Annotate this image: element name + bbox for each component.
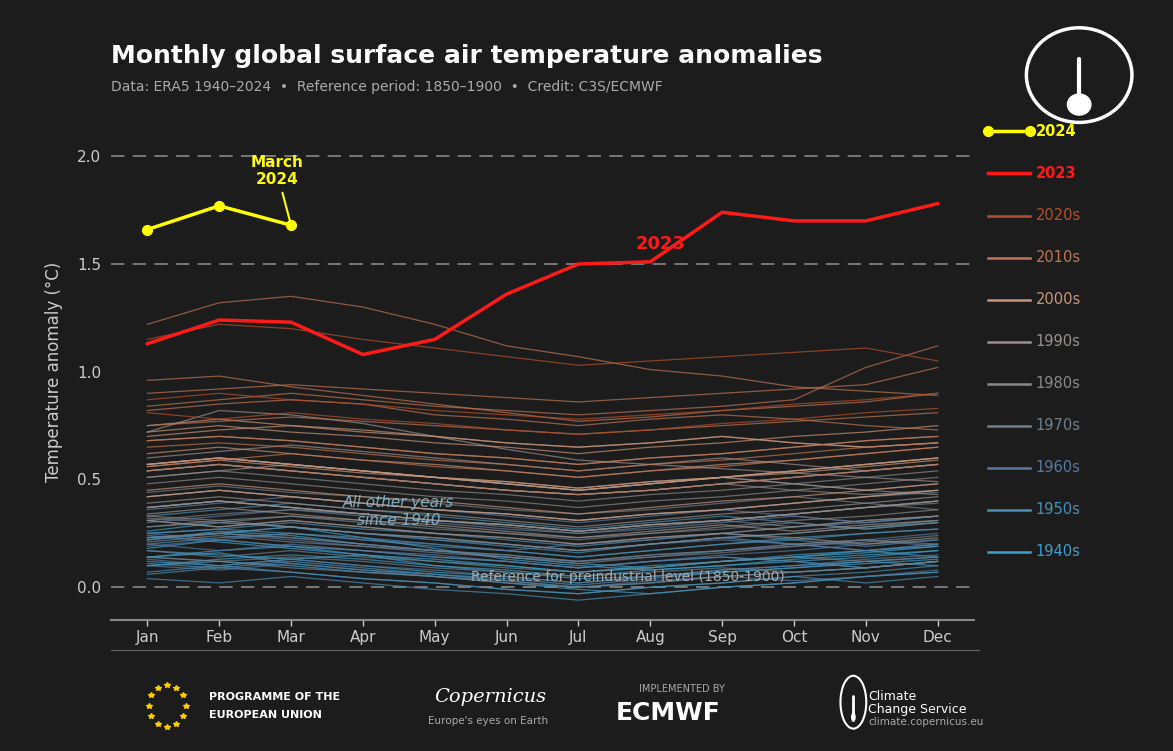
Y-axis label: Temperature anomaly (°C): Temperature anomaly (°C) xyxy=(45,261,63,482)
Circle shape xyxy=(850,713,856,722)
Text: March
2024: March 2024 xyxy=(250,155,303,222)
Text: 2024: 2024 xyxy=(1036,124,1077,139)
Text: All other years
since 1940: All other years since 1940 xyxy=(344,496,454,528)
Text: 1970s: 1970s xyxy=(1036,418,1080,433)
Text: 2020s: 2020s xyxy=(1036,208,1082,223)
Text: 1960s: 1960s xyxy=(1036,460,1080,475)
Text: Change Service: Change Service xyxy=(868,703,967,716)
Text: 1940s: 1940s xyxy=(1036,544,1080,559)
Text: 1990s: 1990s xyxy=(1036,334,1080,349)
Text: PROGRAMME OF THE: PROGRAMME OF THE xyxy=(209,692,340,702)
Text: 1980s: 1980s xyxy=(1036,376,1080,391)
Text: 2023: 2023 xyxy=(636,235,686,253)
Text: Copernicus: Copernicus xyxy=(434,688,547,706)
Text: Reference for preindustrial level (1850-1900): Reference for preindustrial level (1850-… xyxy=(470,570,785,584)
Text: 2023: 2023 xyxy=(1036,166,1077,181)
Circle shape xyxy=(1067,94,1091,115)
Text: climate.copernicus.eu: climate.copernicus.eu xyxy=(868,717,983,728)
Text: 2010s: 2010s xyxy=(1036,250,1080,265)
Text: Monthly global surface air temperature anomalies: Monthly global surface air temperature a… xyxy=(111,44,823,68)
Text: EUROPEAN UNION: EUROPEAN UNION xyxy=(209,710,321,720)
Text: Climate: Climate xyxy=(868,690,916,704)
Text: ECMWF: ECMWF xyxy=(616,701,720,725)
Text: Europe's eyes on Earth: Europe's eyes on Earth xyxy=(428,716,548,726)
Text: Data: ERA5 1940–2024  •  Reference period: 1850–1900  •  Credit: C3S/ECMWF: Data: ERA5 1940–2024 • Reference period:… xyxy=(111,80,663,94)
Text: 1950s: 1950s xyxy=(1036,502,1080,517)
Text: 2000s: 2000s xyxy=(1036,292,1082,307)
Text: IMPLEMENTED BY: IMPLEMENTED BY xyxy=(639,684,725,695)
